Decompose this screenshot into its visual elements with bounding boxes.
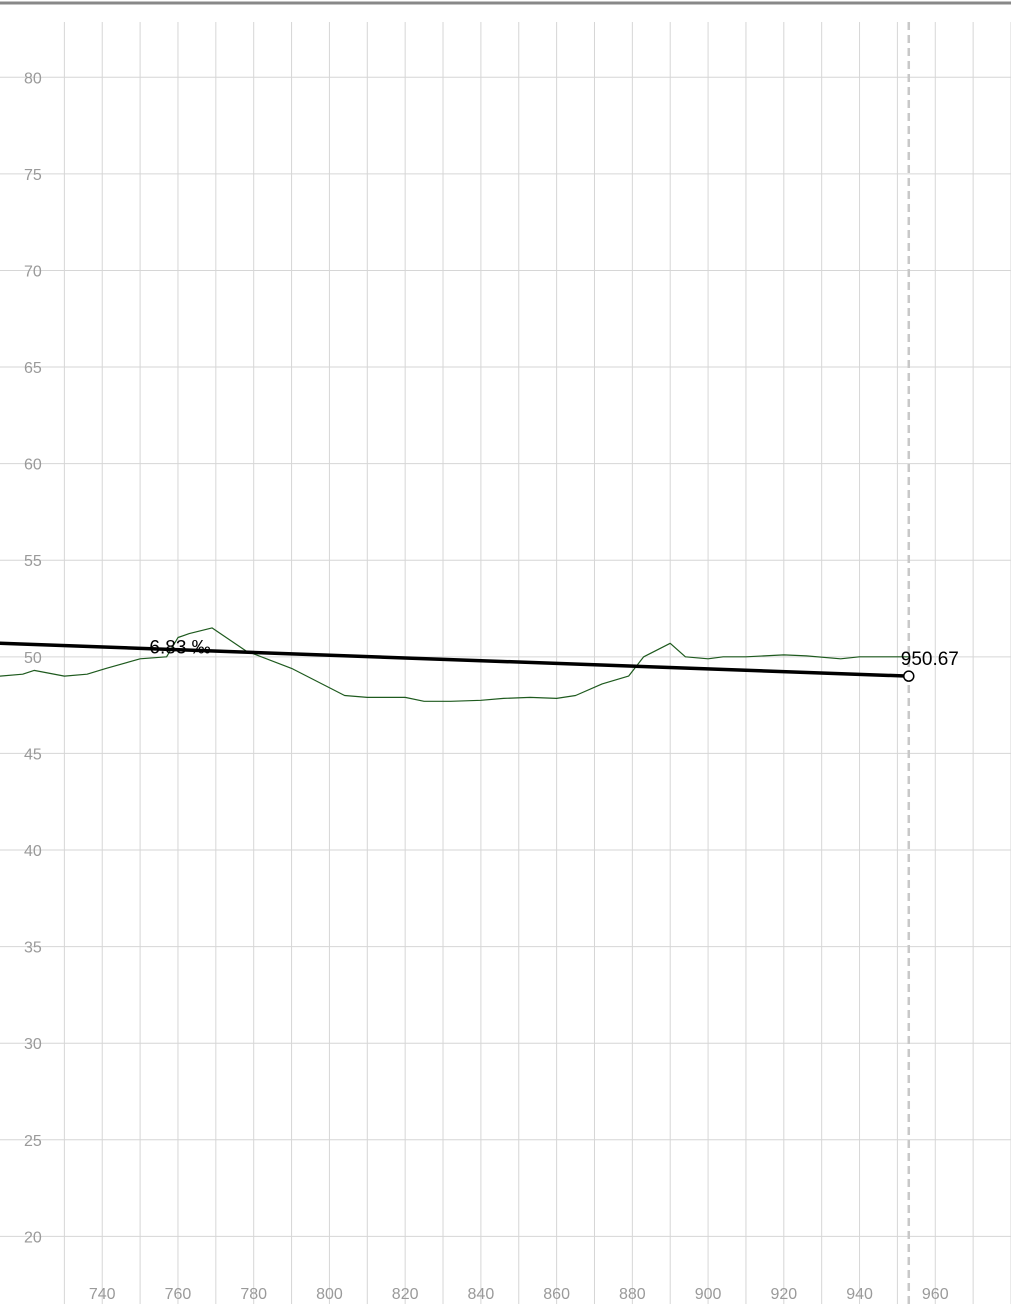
y-tick-label: 75: [24, 167, 42, 184]
y-tick-label: 45: [24, 746, 42, 763]
y-tick-label: 55: [24, 553, 42, 570]
x-tick-label: 860: [543, 1286, 570, 1303]
trend-layer: -6.83 ‰: [0, 638, 911, 678]
series-layer: [0, 627, 909, 702]
y-axis-tick-labels: 20 25 30 35 40 45 50 55 60 65 70 75 80: [24, 70, 42, 1246]
trend-label: -6.83 ‰: [143, 638, 211, 659]
y-tick-label: 60: [24, 457, 42, 474]
endpoint-layer: 950.67: [901, 649, 959, 682]
x-tick-label: 940: [846, 1286, 873, 1303]
x-axis-tick-labels: 740 760 780 800 820 840 860 880 900 920 940 960: [89, 1286, 949, 1303]
x-tick-label: 840: [468, 1286, 495, 1303]
x-tick-label: 800: [316, 1286, 343, 1303]
endpoint-label: 950.67: [901, 649, 959, 670]
trend-line: [0, 641, 911, 678]
y-tick-label: 50: [24, 650, 42, 667]
y-tick-label: 65: [24, 360, 42, 377]
y-tick-label: 40: [24, 843, 42, 860]
y-tick-label: 80: [24, 70, 42, 87]
x-tick-label: 960: [922, 1286, 949, 1303]
y-tick-label: 25: [24, 1133, 42, 1150]
x-tick-label: 760: [165, 1286, 192, 1303]
y-tick-label: 30: [24, 1036, 42, 1053]
x-tick-label: 780: [240, 1286, 267, 1303]
y-tick-label: 20: [24, 1229, 42, 1246]
endpoint-marker: [903, 670, 915, 682]
vertical-gridlines: [63, 22, 1011, 1304]
x-tick-label: 880: [619, 1286, 646, 1303]
x-tick-label: 820: [392, 1286, 419, 1303]
horizontal-gridlines: [0, 76, 1011, 1237]
y-tick-label: 70: [24, 263, 42, 280]
x-tick-label: 920: [770, 1286, 797, 1303]
y-tick-label: 35: [24, 940, 42, 957]
x-tick-label: 900: [695, 1286, 722, 1303]
x-tick-label: 740: [89, 1286, 116, 1303]
series-line: [0, 627, 909, 702]
